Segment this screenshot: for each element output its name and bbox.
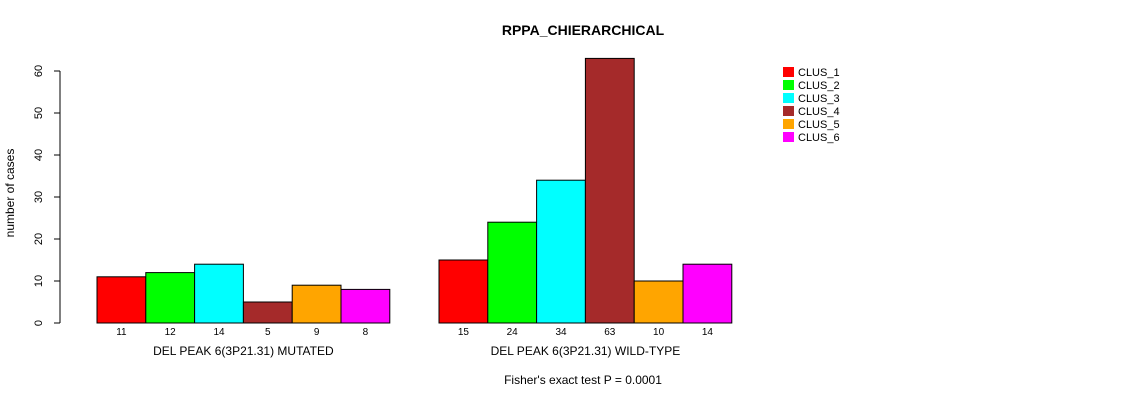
- bar-value-label: 24: [507, 327, 519, 338]
- bar-value-label: 15: [458, 327, 470, 338]
- group-label: DEL PEAK 6(3P21.31) MUTATED: [153, 344, 334, 358]
- y-tick-label: 30: [33, 191, 45, 203]
- bar-clus-3: [194, 263, 244, 324]
- bar-value-label: 5: [265, 327, 271, 338]
- bar-clus-1: [438, 259, 489, 324]
- y-axis: 0 10 20 30 40 50 60: [33, 65, 61, 326]
- bar-value-label: 14: [213, 327, 225, 338]
- bar-value-label: 10: [653, 327, 665, 338]
- y-axis-label: number of cases: [3, 149, 17, 238]
- bar-clus-6: [340, 288, 391, 324]
- fisher-test-note: Fisher's exact test P = 0.0001: [504, 373, 662, 387]
- group-label: DEL PEAK 6(3P21.31) WILD-TYPE: [491, 344, 681, 358]
- legend-label: CLUS_5: [798, 119, 840, 131]
- bar-clus-2: [487, 221, 538, 324]
- bar-clus-6: [682, 263, 733, 324]
- bar-clus-5: [291, 284, 342, 324]
- y-tick-label: 10: [33, 275, 45, 287]
- bar-clus-1: [96, 276, 147, 324]
- bar-clus-4: [242, 301, 293, 324]
- bar-value-label: 34: [555, 327, 567, 338]
- legend-swatch-clus-6: [783, 132, 794, 142]
- legend-swatch-clus-2: [783, 80, 794, 90]
- legend-label: CLUS_1: [798, 67, 840, 79]
- group-labels: DEL PEAK 6(3P21.31) MUTATED DEL PEAK 6(3P…: [153, 344, 680, 358]
- legend-swatch-clus-1: [783, 67, 794, 77]
- legend-label: CLUS_4: [798, 106, 840, 118]
- chart-title: RPPA_CHIERARCHICAL: [502, 22, 665, 38]
- y-tick-label: 60: [33, 65, 45, 77]
- y-tick-label: 50: [33, 107, 45, 119]
- bar-clus-4: [584, 57, 635, 324]
- bar-value-label: 63: [604, 327, 616, 338]
- bar-value-label: 9: [314, 327, 320, 338]
- legend-label: CLUS_6: [798, 132, 840, 144]
- legend-swatch-clus-4: [783, 106, 794, 116]
- bar-clus-3: [536, 179, 586, 324]
- legend-swatch-clus-5: [783, 119, 794, 129]
- legend-label: CLUS_3: [798, 93, 840, 105]
- y-tick-label: 20: [33, 233, 45, 245]
- bar-value-label: 8: [363, 327, 369, 338]
- bars: 11 12 14 5 9 8 15 24 34 63 10 14: [96, 57, 733, 338]
- bar-clus-2: [145, 272, 196, 324]
- y-tick-label: 0: [33, 320, 45, 326]
- bar-clus-5: [633, 280, 684, 324]
- legend-swatch-clus-3: [783, 93, 794, 103]
- bar-value-label: 12: [165, 327, 177, 338]
- bar-value-label: 11: [116, 327, 127, 338]
- y-tick-label: 40: [33, 149, 45, 161]
- bar-value-label: 14: [702, 327, 714, 338]
- legend-label: CLUS_2: [798, 80, 840, 92]
